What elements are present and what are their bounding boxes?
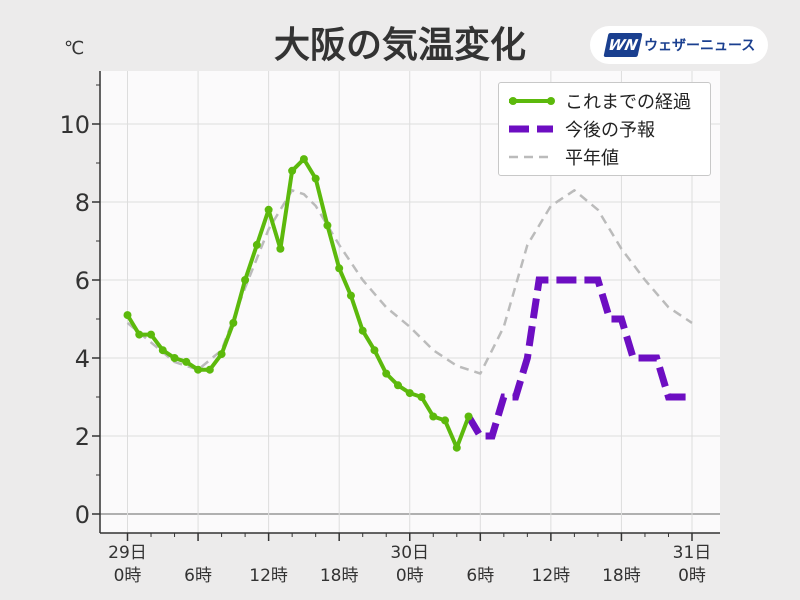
chart-title: 大阪の気温変化 — [273, 25, 526, 66]
legend-swatch-normal — [509, 155, 553, 159]
x-tick-hour-label: 18時 — [602, 566, 641, 586]
observed-point — [252, 240, 261, 249]
grid-layer — [100, 71, 720, 533]
legend-label-observed: これまでの経過 — [565, 92, 691, 113]
x-tick-hour-label: 6時 — [466, 566, 494, 586]
observed-point — [229, 318, 238, 327]
observed-point — [311, 174, 320, 183]
y-tick-label: 0 — [75, 501, 90, 529]
axis-layer: 0 2 4 6 8 10 29日 0時 6時 12時 18時 30日 0時 6時 12時 18時 31日 0時 — [59, 71, 720, 586]
observed-point — [264, 205, 273, 214]
observed-point — [276, 244, 285, 253]
observed-point — [382, 369, 391, 378]
forecast-line — [465, 276, 692, 440]
x-tick-hour-label: 0時 — [678, 566, 706, 586]
x-tick-hour-label: 6時 — [184, 566, 212, 586]
observed-point — [346, 291, 355, 300]
observed-point — [194, 365, 203, 374]
y-tick-label: 8 — [75, 189, 90, 217]
observed-point — [323, 221, 332, 230]
observed-point — [299, 155, 308, 164]
series-layer — [123, 155, 693, 452]
legend-item-forecast: 今後の予報 — [499, 115, 710, 143]
observed-point — [217, 350, 226, 359]
observed-point — [417, 393, 426, 401]
x-tick-hour-label: 12時 — [532, 566, 571, 586]
observed-point — [135, 330, 144, 339]
x-tick-hour-label: 0時 — [396, 566, 424, 586]
x-tick-day-label: 30日 — [390, 543, 429, 563]
observed-point — [205, 365, 214, 374]
logo-mark: WN — [603, 33, 643, 57]
y-axis-unit: ℃ — [64, 38, 85, 59]
observed-point — [370, 346, 379, 355]
observed-point — [335, 264, 344, 273]
observed-point — [170, 354, 179, 362]
observed-point — [182, 357, 191, 366]
x-tick-hour-label: 18時 — [320, 566, 359, 586]
observed-point — [405, 389, 414, 398]
legend-label-normal: 平年値 — [565, 148, 619, 169]
observed-point — [441, 416, 450, 425]
observed-point — [464, 412, 473, 421]
legend-swatch-observed — [509, 97, 555, 105]
x-tick-hour-label: 0時 — [114, 566, 142, 586]
observed-point — [288, 166, 297, 175]
observed-point — [393, 381, 402, 390]
weathernews-logo: WN ウェザーニュース — [590, 26, 768, 64]
logo-text: ウェザーニュース — [644, 38, 756, 54]
observed-point — [123, 311, 132, 320]
x-tick-day-label: 29日 — [108, 543, 147, 563]
observed-point — [158, 346, 167, 355]
y-tick-label: 4 — [75, 345, 90, 373]
observed-point — [429, 412, 438, 421]
x-tick-day-label: 31日 — [673, 543, 712, 563]
y-tick-label: 6 — [75, 267, 90, 295]
legend-swatch-forecast — [509, 125, 553, 133]
y-tick-label: 10 — [59, 111, 90, 139]
observed-point — [147, 330, 156, 339]
observed-point — [358, 326, 367, 335]
legend-item-normal: 平年値 — [499, 143, 710, 171]
observed-point — [241, 276, 250, 284]
y-tick-label: 2 — [75, 423, 90, 451]
observed-point — [452, 443, 461, 452]
legend-item-observed: これまでの経過 — [499, 87, 710, 115]
x-tick-hour-label: 12時 — [249, 566, 288, 586]
legend-label-forecast: 今後の予報 — [565, 120, 655, 141]
chart-legend: これまでの経過 今後の予報 平年値 — [498, 82, 711, 176]
